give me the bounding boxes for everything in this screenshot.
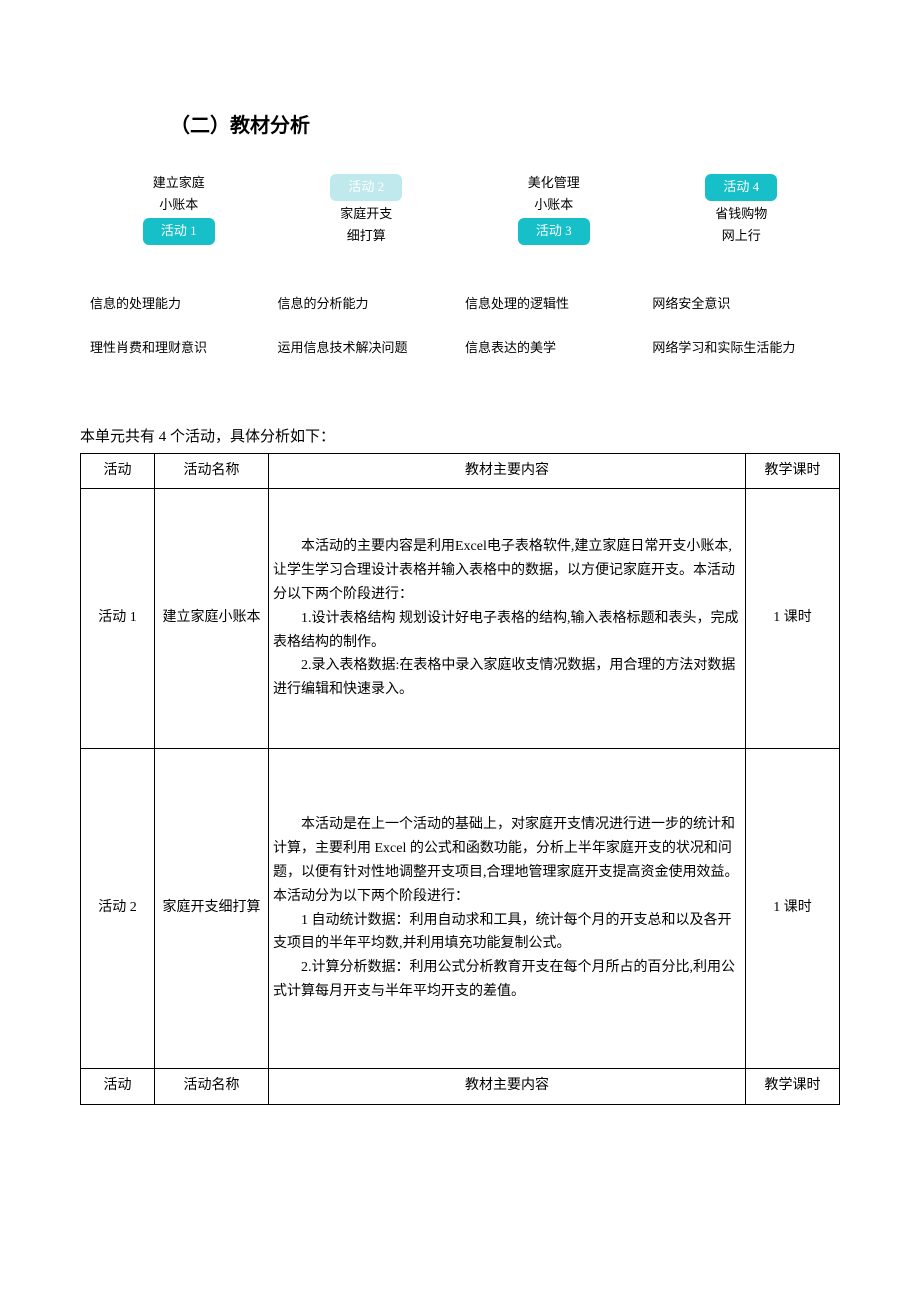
content-line: 2.录入表格数据:在表格中录入家庭收支情况数据，用合理的方法对数据进行编辑和快速…: [273, 654, 741, 702]
table-row: 活动 2家庭开支细打算本活动是在上一个活动的基础上，对家庭开支情况进行进一步的统…: [81, 749, 840, 1069]
activity-label: 建立家庭: [153, 174, 205, 192]
cell-name: 家庭开支细打算: [155, 749, 269, 1069]
content-line: 1 自动统计数据：利用自动求和工具，统计每个月的开支总和以及各开支项目的半年平均…: [273, 909, 741, 957]
activity-label: 家庭开支: [340, 205, 392, 223]
outcome-cell: 信息处理的逻辑性: [465, 287, 643, 321]
intro-line: 本单元共有 4 个活动，具体分析如下：: [80, 425, 840, 449]
activity-label: 小账本: [534, 196, 573, 214]
table-footer-row: 活动 活动名称 教材主要内容 教学课时: [81, 1069, 840, 1104]
diagram-col-4: 活动 4 省钱购物网上行: [652, 172, 830, 247]
footer-activity: 活动: [81, 1069, 155, 1104]
table-header-row: 活动 活动名称 教材主要内容 教学课时: [81, 453, 840, 488]
table-row: 活动 1建立家庭小账本本活动的主要内容是利用Excel电子表格软件,建立家庭日常…: [81, 489, 840, 749]
activity-label: 美化管理: [528, 174, 580, 192]
outcome-cell: 运用信息技术解决问题: [277, 331, 455, 365]
outcome-cell: 信息表达的美学: [465, 331, 643, 365]
content-line: 本活动的主要内容是利用Excel电子表格软件,建立家庭日常开支小账本,让学生学习…: [273, 535, 741, 606]
outcomes-row-1: 信息的处理能力信息的分析能力信息处理的逻辑性网络安全意识: [80, 287, 840, 321]
footer-name: 活动名称: [155, 1069, 269, 1104]
diagram-col-1: 建立家庭小账本活动 1: [90, 172, 268, 247]
header-hours: 教学课时: [746, 453, 840, 488]
cell-activity: 活动 1: [81, 489, 155, 749]
cell-hours: 1 课时: [746, 749, 840, 1069]
activity-label: 省钱购物: [715, 205, 767, 223]
header-content: 教材主要内容: [269, 453, 746, 488]
cell-content: 本活动是在上一个活动的基础上，对家庭开支情况进行进一步的统计和计算，主要利用 E…: [269, 749, 746, 1069]
section-title: （二）教材分析: [170, 110, 840, 142]
outcomes-row-2: 理性肖费和理财意识运用信息技术解决问题信息表达的美学网络学习和实际生活能力: [80, 331, 840, 365]
cell-hours: 1 课时: [746, 489, 840, 749]
analysis-table: 活动 活动名称 教材主要内容 教学课时 活动 1建立家庭小账本本活动的主要内容是…: [80, 453, 840, 1105]
content-line: 1.设计表格结构 规划设计好电子表格的结构,输入表格标题和表头，完成表格结构的制…: [273, 607, 741, 655]
activity-pill-2: 活动 2: [330, 174, 402, 201]
diagram-col-3: 美化管理小账本活动 3: [465, 172, 643, 247]
outcome-cell: 信息的分析能力: [277, 287, 455, 321]
cell-content: 本活动的主要内容是利用Excel电子表格软件,建立家庭日常开支小账本,让学生学习…: [269, 489, 746, 749]
outcome-cell: 理性肖费和理财意识: [90, 331, 268, 365]
footer-content: 教材主要内容: [269, 1069, 746, 1104]
activity-label: 网上行: [722, 227, 761, 245]
analysis-table-body: 活动 1建立家庭小账本本活动的主要内容是利用Excel电子表格软件,建立家庭日常…: [81, 489, 840, 1069]
cell-activity: 活动 2: [81, 749, 155, 1069]
diagram-col-2: 活动 2 家庭开支细打算: [277, 172, 455, 247]
activity-label: 小账本: [159, 196, 198, 214]
activity-label: 细打算: [347, 227, 386, 245]
outcome-cell: 网络安全意识: [652, 287, 830, 321]
content-line: 本活动是在上一个活动的基础上，对家庭开支情况进行进一步的统计和计算，主要利用 E…: [273, 813, 741, 908]
outcome-cell: 网络学习和实际生活能力: [652, 331, 830, 365]
header-name: 活动名称: [155, 453, 269, 488]
header-activity: 活动: [81, 453, 155, 488]
activity-pill-3: 活动 3: [518, 218, 590, 245]
activity-pill-1: 活动 1: [143, 218, 215, 245]
activity-diagram: 建立家庭小账本活动 1 活动 2 家庭开支细打算 美化管理小账本活动 3 活动 4 省钱购…: [80, 172, 840, 247]
cell-name: 建立家庭小账本: [155, 489, 269, 749]
footer-hours: 教学课时: [746, 1069, 840, 1104]
content-line: 2.计算分析数据：利用公式分析教育开支在每个月所占的百分比,利用公式计算每月开支…: [273, 956, 741, 1004]
outcome-cell: 信息的处理能力: [90, 287, 268, 321]
activity-pill-4: 活动 4: [705, 174, 777, 201]
